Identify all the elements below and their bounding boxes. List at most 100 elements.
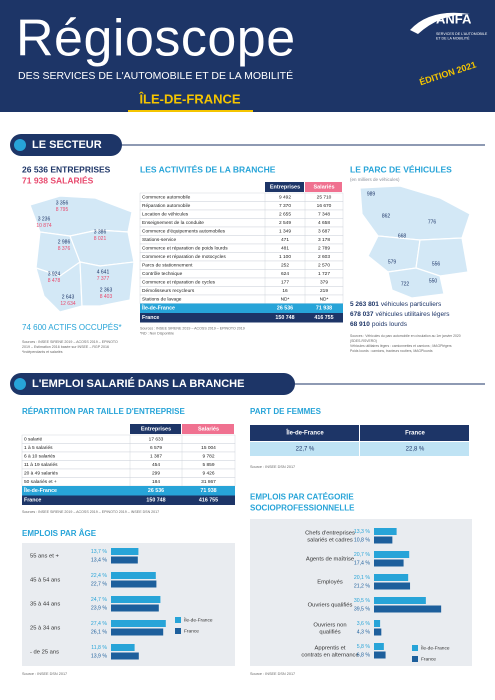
bar <box>111 596 161 603</box>
map-employees: 8 403 <box>100 294 113 300</box>
category-label: 35 à 44 ans <box>30 602 60 608</box>
table-label: Parcs de stationnement <box>142 263 193 269</box>
value-label: 4,3 % <box>357 629 371 635</box>
table-cell: 1 727 <box>318 271 330 277</box>
fleet-value: 68 910 <box>350 321 370 328</box>
text-line: Apprentis et <box>315 645 346 651</box>
map-employees: 7 377 <box>97 276 110 282</box>
table-total-row <box>140 303 343 313</box>
legend-label: Île-de-France <box>420 644 450 651</box>
value-label: 13,4 % <box>91 557 108 563</box>
source: Sources : Véhicules du parc automobile e… <box>350 334 461 338</box>
chart-title: EMPLOIS PAR CATÉGORIE SOCIOPROFESSIONNELL… <box>250 493 355 513</box>
table-label: Contrôle technique <box>142 271 183 277</box>
bar <box>374 620 381 627</box>
map-companies: 3 356 <box>56 200 69 206</box>
table-cell: 299 <box>152 471 160 477</box>
chart-panel <box>250 519 472 666</box>
value-label: 20,7 % <box>354 552 371 558</box>
table-label: 50 salariés et + <box>24 479 57 485</box>
map-companies: 4 641 <box>97 269 110 275</box>
table-total-label: Île-de-France <box>23 486 57 494</box>
table-label: 20 à 49 salariés <box>24 471 58 477</box>
source: *Indépendants et salariés <box>22 350 63 354</box>
value-label: 26,1 % <box>91 629 108 635</box>
source: (SDES-RSVERO) <box>350 339 377 343</box>
map-companies: 3 924 <box>48 271 61 277</box>
block-title: RÉPARTITION PAR TAILLE D'ENTREPRISE <box>22 407 185 416</box>
table-total-label: France <box>142 315 159 321</box>
legend-swatch <box>175 617 181 623</box>
table-cell: 15 004 <box>201 445 216 451</box>
bar <box>374 643 384 650</box>
table-total-cell: 26 536 <box>148 488 164 494</box>
table-cell: 177 <box>281 280 289 286</box>
category-label: Ouvriers qualifiés <box>308 603 353 609</box>
legend-swatch <box>412 656 418 662</box>
table-cell: 2 549 <box>279 220 291 226</box>
category-label: 55 ans et + <box>30 554 59 560</box>
category-label: 45 à 54 ans <box>30 578 60 584</box>
source: Source : INSEE DSN 2017 <box>250 672 295 676</box>
women-value: 22,8 % <box>406 447 425 453</box>
subtitle: DES SERVICES DE L'AUTOMOBILE ET DE LA MO… <box>18 69 293 82</box>
table-label: Commerce et réparation de cycles <box>142 280 216 286</box>
category-label: Agents de maîtrise <box>306 557 354 563</box>
table-header: Salariés <box>198 426 219 432</box>
table-row <box>21 434 236 444</box>
table-total-cell: 416 755 <box>314 315 333 321</box>
text-line: qualifiés <box>319 629 340 635</box>
map-value: 989 <box>367 191 376 197</box>
block-title: PART DE FEMMES <box>250 407 322 416</box>
table-cell: ND* <box>320 297 329 303</box>
header-band <box>0 0 495 112</box>
table-cell: 184 <box>152 479 160 485</box>
source: Sources : INSEE SIRENE 2019 – ACOSS 2019… <box>140 326 245 330</box>
legend-label: France <box>184 628 199 634</box>
table-header: Entreprises <box>270 184 300 190</box>
value-label: 30,5 % <box>354 598 371 604</box>
title: Régioscope <box>16 10 296 68</box>
map-employees: 8 021 <box>94 236 107 242</box>
value-label: 6,8 % <box>357 652 371 658</box>
bar <box>111 580 157 588</box>
bar <box>111 556 138 564</box>
fleet-line: 678 037 véhicules utilitaires légers <box>350 311 450 318</box>
source: 2019 – Estimation 2016 basée sur INSEE –… <box>22 345 109 349</box>
category-label: - de 25 ans <box>30 650 59 656</box>
active-workers: 74 600 ACTIFS OCCUPÉS* <box>22 323 122 332</box>
region-map <box>29 195 135 313</box>
text-line: Ouvriers non <box>313 622 346 628</box>
table-cell: 481 <box>281 246 289 252</box>
legend-swatch <box>175 628 181 634</box>
table-label: Stations de lavage <box>142 297 182 303</box>
bar <box>374 551 410 558</box>
table-header-cell <box>265 182 304 192</box>
source: *ND : Non Disponible <box>140 331 174 335</box>
bar <box>374 536 393 544</box>
map-value: 722 <box>401 281 410 287</box>
bar <box>374 605 442 613</box>
map-companies: 2 363 <box>100 287 113 293</box>
table-label: 0 salarié <box>24 437 42 443</box>
value-label: 39,5 % <box>354 606 371 612</box>
table-total-label: Île-de-France <box>141 304 175 312</box>
block-subtitle: (en milliers de véhicules) <box>350 177 400 182</box>
fleet-map <box>359 185 471 299</box>
table-total-row <box>22 495 235 505</box>
fleet-value: 678 037 <box>350 311 374 318</box>
value-label: 21,2 % <box>354 583 371 589</box>
map-companies: 3 236 <box>38 216 51 222</box>
text-line: ET DE LA MOBILITÉ <box>436 35 470 40</box>
map-companies: 2 643 <box>62 294 75 300</box>
section-tab <box>10 134 122 156</box>
employees-total: 71 938 SALARIÉS <box>22 175 94 185</box>
legend-swatch <box>412 645 418 651</box>
table-label: Commerce automobile <box>142 195 191 201</box>
bar <box>374 559 404 567</box>
table-cell: 3 687 <box>318 229 330 235</box>
map-zone <box>367 235 421 273</box>
table-total-cell: 150 748 <box>275 315 294 321</box>
bar <box>374 651 386 659</box>
